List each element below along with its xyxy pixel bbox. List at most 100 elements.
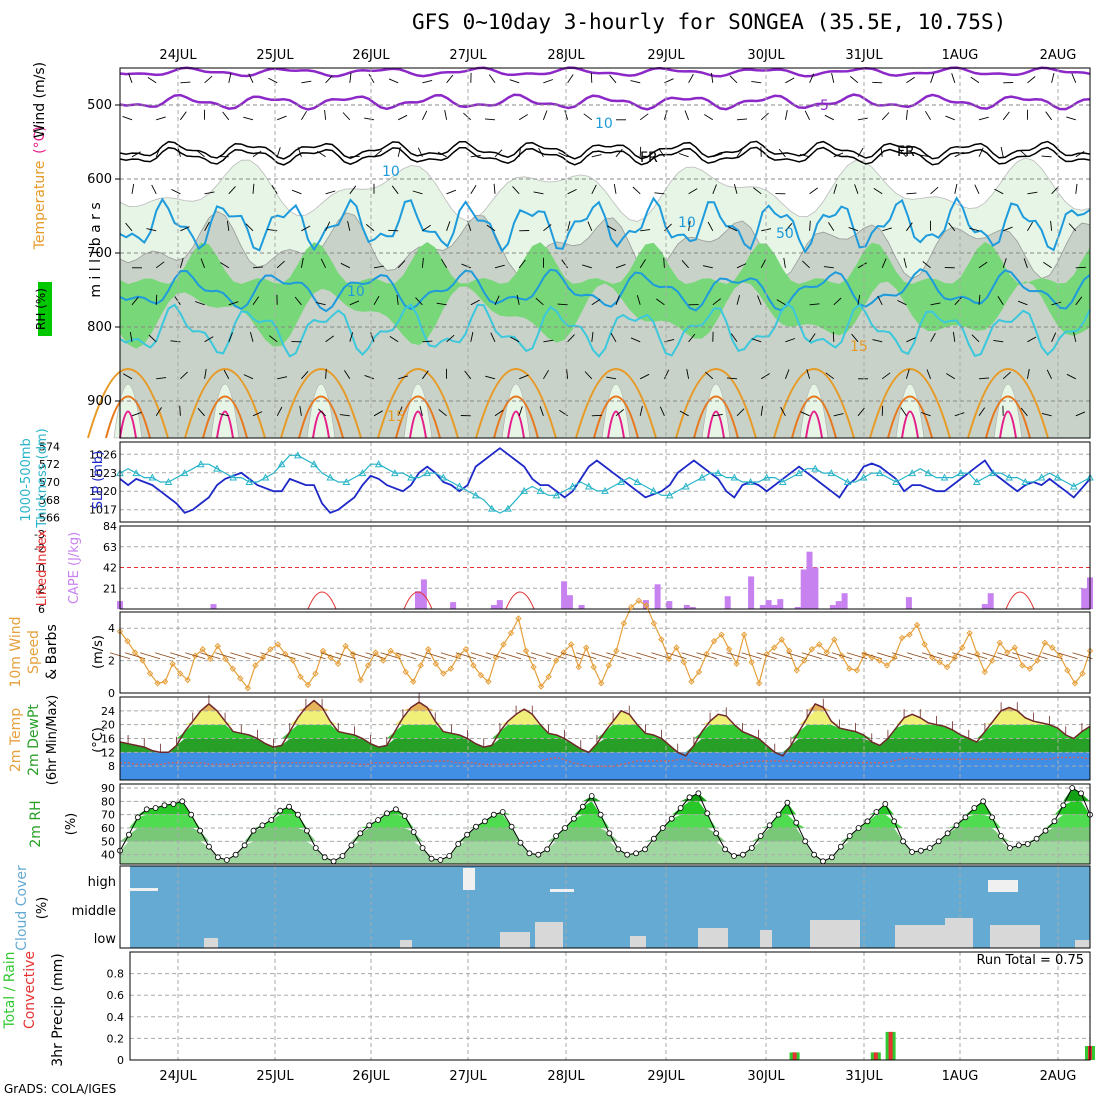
wind-barb [567, 220, 571, 231]
wind-speed-marker [989, 657, 996, 664]
wind-barb [921, 652, 943, 660]
wind-barb [823, 266, 834, 269]
wind-barb [249, 331, 254, 342]
wind-barb [366, 224, 375, 232]
wind-barb [494, 409, 504, 417]
wind-barb [663, 369, 670, 379]
rh-marker [1051, 818, 1058, 825]
wind-barb [848, 226, 859, 232]
wind-speed-marker [274, 641, 282, 648]
wind-barb [301, 110, 307, 121]
wind-barb [131, 183, 135, 194]
wind-barb [799, 153, 810, 158]
cape-bar [689, 607, 696, 609]
rh-marker [686, 794, 693, 801]
rh-marker [197, 827, 204, 834]
wind-speed-marker [876, 657, 883, 664]
wind-barb [756, 652, 777, 660]
wind-barb [1027, 221, 1033, 232]
wind-barb [470, 185, 477, 195]
wind-speed-marker [778, 636, 785, 643]
wind-barb [751, 80, 762, 84]
cloud-frame [119, 865, 1091, 949]
rh-marker [855, 825, 862, 831]
wind-barb [438, 409, 447, 417]
wind-speed-marker [680, 659, 688, 666]
thickness-axis-label: Thickness (dm) [35, 428, 50, 528]
wind-barb [320, 258, 327, 268]
wind-barb [590, 72, 593, 83]
thickness-marker [601, 486, 609, 494]
wind-barb [760, 112, 769, 121]
rh-tick-label: 80 [101, 795, 115, 808]
wind-barb [704, 114, 714, 121]
rh-marker [820, 858, 826, 865]
wind-speed-marker [710, 637, 718, 645]
rh-marker [588, 793, 595, 799]
wind-barb [952, 652, 973, 660]
lifted-tick-label: -2 [34, 542, 45, 555]
wind-barb [784, 369, 790, 379]
wind-barb [784, 109, 788, 120]
thickness-marker [520, 486, 529, 494]
wind-speed-marker [1064, 667, 1071, 674]
temp-contour-20 [493, 395, 539, 439]
wind-barb [342, 112, 351, 121]
cape-bar [765, 600, 772, 609]
wind-barb [587, 221, 593, 231]
wind-barb [705, 371, 714, 380]
temp-contour-20 [395, 395, 441, 439]
wind-barb [726, 377, 738, 380]
pressure-tick-label: 900 [87, 394, 112, 409]
wind-speed-line [119, 599, 1091, 690]
wind-barb [1051, 72, 1055, 83]
rh-marker [544, 846, 551, 853]
wind-speed-marker [620, 620, 628, 627]
wind-barb [1066, 373, 1077, 380]
wind-barb [122, 115, 133, 121]
wind-barb [712, 298, 721, 306]
rh-marker [837, 843, 844, 850]
wind-barb [828, 222, 835, 232]
thickness-marker [471, 491, 480, 499]
cape-bar [987, 593, 994, 609]
wind-speed-marker [981, 668, 988, 676]
dewpoint-line [120, 756, 1091, 767]
run-total-label: Run Total = 0.75 [976, 953, 1084, 968]
wind-barb [615, 409, 624, 417]
wind-barb [485, 652, 507, 660]
cloud-high-patch [130, 888, 158, 891]
wind-speed-marker [853, 667, 861, 674]
rh-marker [784, 799, 791, 806]
cape-bar [829, 605, 836, 609]
wind-barb [1027, 76, 1036, 84]
rh-marker [490, 811, 497, 818]
temp-contour-15 [280, 368, 362, 439]
wind-barb [978, 294, 981, 305]
wind-barb [978, 147, 984, 157]
wind-speed-marker [440, 670, 447, 677]
lifted-tick-label: -3 [34, 528, 45, 541]
wind-barb [512, 186, 520, 195]
wind-speed-marker [304, 681, 312, 689]
wind-speed-marker [432, 660, 440, 668]
wind-speed-marker [364, 662, 372, 669]
wind-speed-marker [808, 646, 815, 653]
rh-marker [935, 838, 942, 845]
wind-speed-marker [688, 678, 695, 685]
temp-contour-15 [773, 368, 855, 439]
rh-marker [152, 805, 159, 811]
date-label-bottom: 24JUL [159, 1069, 197, 1084]
cape-tick-label: 84 [103, 520, 117, 533]
wind-barb [245, 652, 266, 660]
wind-speed-marker [176, 670, 184, 677]
rh-marker [757, 833, 764, 839]
wind-speed-marker [598, 680, 605, 687]
temp-contour-25 [607, 410, 625, 439]
rh-legend-label: RH (%) [34, 288, 48, 330]
wind-speed-marker [966, 629, 973, 637]
temp-contour-10-mid [119, 301, 1091, 358]
temp-contour-20 [693, 395, 739, 439]
rh-marker [1033, 835, 1040, 842]
wind-barb [290, 652, 311, 660]
